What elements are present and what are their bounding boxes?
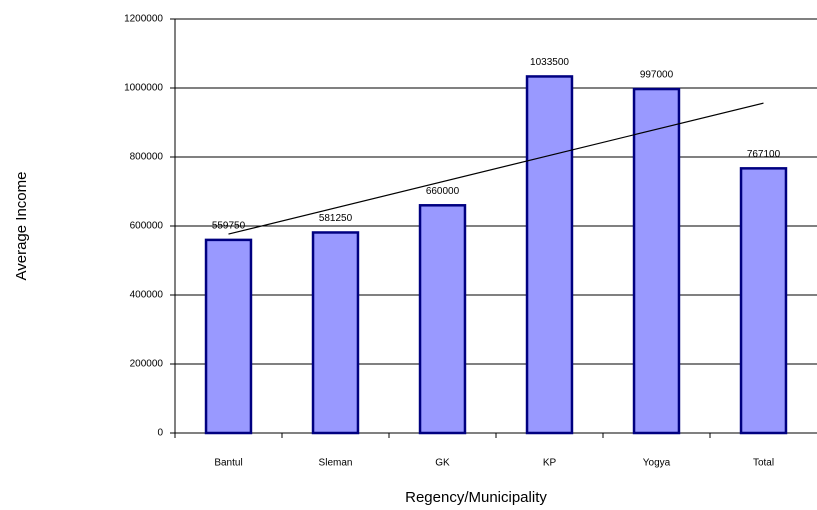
value-label: 767100 [747,149,781,160]
x-tick-label: Yogya [643,458,671,469]
bar [418,204,467,435]
y-axis-title: Average Income [13,172,30,281]
y-tick-label: 400000 [130,290,164,301]
x-tick-label: Sleman [319,458,353,469]
bar [525,75,574,435]
value-label: 559750 [212,221,246,232]
bar [632,87,681,435]
y-tick-label: 1000000 [124,83,163,94]
x-tick-label: GK [435,458,450,469]
y-tick-label: 600000 [130,221,164,232]
y-tick-label: 0 [157,428,163,439]
x-tick-label: Total [753,458,774,469]
y-tick-label: 200000 [130,359,164,370]
x-axis-title: Regency/Municipality [405,489,547,506]
bar [204,238,253,435]
bar [739,167,788,435]
value-label: 1033500 [530,57,569,68]
value-label: 660000 [426,186,460,197]
x-tick-label: KP [543,458,557,469]
bar [311,231,360,435]
y-tick-label: 800000 [130,152,164,163]
y-tick-label: 1200000 [124,14,163,25]
x-tick-label: Bantul [214,458,242,469]
value-label: 581250 [319,213,353,224]
trend-line [228,102,764,235]
value-label: 997000 [640,70,674,81]
